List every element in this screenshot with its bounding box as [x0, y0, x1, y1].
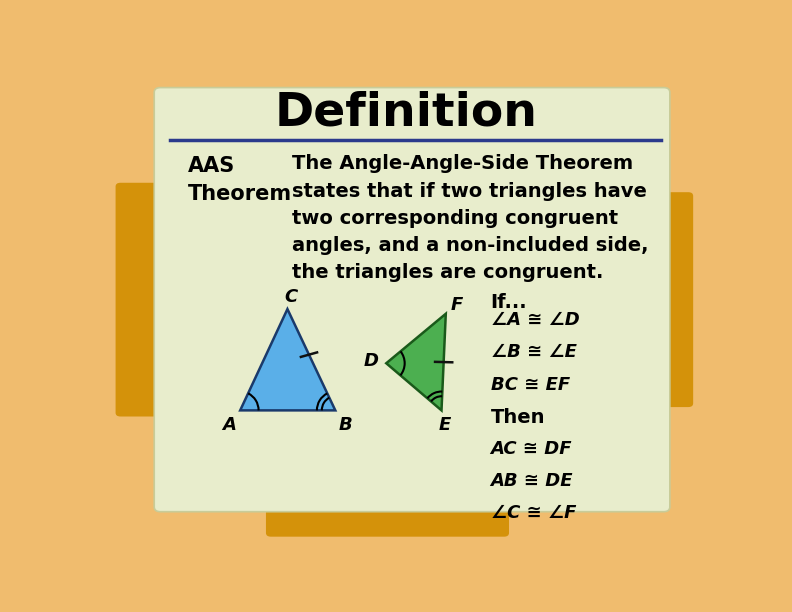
Text: BC ≅ EF: BC ≅ EF [490, 376, 569, 394]
Text: D: D [364, 352, 379, 370]
Text: E: E [439, 416, 451, 433]
FancyBboxPatch shape [154, 88, 670, 512]
Text: ∠B ≅ ∠E: ∠B ≅ ∠E [490, 343, 577, 362]
FancyBboxPatch shape [643, 192, 693, 407]
Polygon shape [240, 309, 335, 411]
Text: If...: If... [490, 293, 527, 312]
Text: ∠C ≅ ∠F: ∠C ≅ ∠F [490, 504, 576, 521]
FancyBboxPatch shape [266, 482, 509, 537]
Text: The Angle-Angle-Side Theorem
states that if two triangles have
two corresponding: The Angle-Angle-Side Theorem states that… [292, 154, 649, 283]
Text: AC ≅ DF: AC ≅ DF [490, 439, 572, 458]
FancyBboxPatch shape [116, 183, 171, 417]
Text: Definition: Definition [274, 91, 538, 136]
Text: B: B [338, 416, 352, 433]
Text: A: A [223, 416, 236, 433]
Text: ∠A ≅ ∠D: ∠A ≅ ∠D [490, 312, 580, 329]
Text: AAS
Theorem: AAS Theorem [188, 156, 292, 204]
Text: F: F [451, 296, 463, 315]
Text: C: C [284, 288, 297, 306]
Text: AB ≅ DE: AB ≅ DE [490, 472, 573, 490]
Polygon shape [386, 314, 446, 411]
Text: Then: Then [490, 408, 545, 427]
